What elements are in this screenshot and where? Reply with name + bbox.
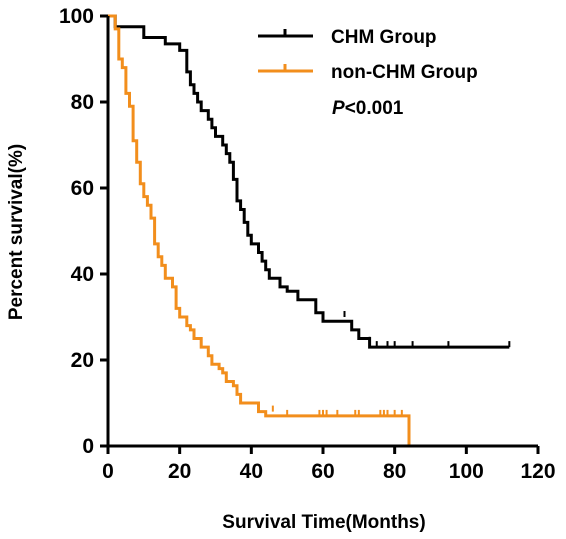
- y-axis-ticks: 0 20 40 60 80 100: [59, 5, 108, 458]
- x-tick-label: 40: [240, 460, 263, 483]
- y-tick-label: 60: [71, 177, 94, 200]
- x-tick-label: 100: [449, 460, 484, 483]
- y-tick-label: 0: [82, 435, 94, 458]
- x-tick-label: 0: [102, 460, 114, 483]
- x-tick-label: 60: [311, 460, 334, 483]
- y-tick-label: 40: [71, 263, 94, 286]
- legend: CHM Group non-CHM Group: [258, 27, 478, 83]
- x-axis-ticks: 0 20 40 60 80 100 120: [102, 446, 556, 483]
- y-tick-label: 20: [71, 349, 94, 372]
- series-line-1: [108, 14, 411, 446]
- x-tick-label: 20: [168, 460, 191, 483]
- y-axis-title: Percent survival(%): [6, 144, 27, 320]
- y-tick-label: 100: [59, 5, 94, 28]
- legend-label-chm: CHM Group: [331, 27, 437, 48]
- x-axis-title: Survival Time(Months): [222, 512, 425, 533]
- p-value-symbol: P: [332, 98, 345, 119]
- series-line-0: [108, 14, 510, 349]
- x-tick-label: 120: [520, 460, 555, 483]
- y-tick-label: 80: [71, 91, 94, 114]
- p-value-annotation: P<0.001: [332, 98, 404, 119]
- legend-label-non-chm: non-CHM Group: [331, 62, 478, 83]
- plot-lines: [108, 14, 511, 446]
- p-value-text: <0.001: [345, 98, 404, 119]
- x-tick-label: 80: [383, 460, 406, 483]
